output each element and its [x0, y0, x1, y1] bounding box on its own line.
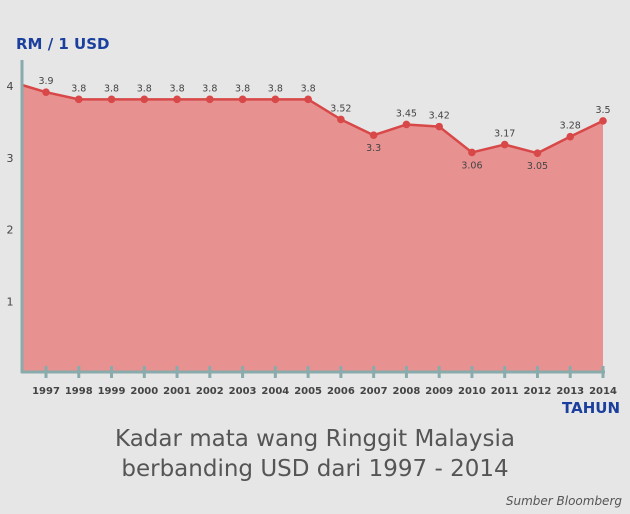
data-label: 3.45	[396, 108, 417, 119]
data-label: 3.8	[137, 83, 152, 94]
data-label: 3.8	[202, 83, 217, 94]
y-axis-title: RM / 1 USD	[16, 35, 110, 53]
data-label: 3.42	[429, 111, 450, 122]
data-point	[271, 95, 280, 104]
x-tick-label: 2008	[392, 386, 420, 397]
x-tick-label: 2005	[294, 386, 322, 397]
data-point	[42, 88, 50, 96]
data-label: 3.8	[235, 83, 250, 94]
y-tick-label: 4	[7, 80, 14, 93]
data-label: 3.06	[461, 160, 482, 171]
data-label: 3.8	[104, 83, 119, 94]
x-tick-label: 1997	[32, 386, 60, 397]
chart-title-line-1: Kadar mata wang Ringgit Malaysia	[115, 426, 515, 452]
data-point	[337, 115, 345, 124]
data-point	[533, 149, 542, 157]
data-point	[435, 122, 443, 131]
data-label: 3.8	[268, 83, 283, 94]
x-tick-label: 2011	[491, 386, 519, 397]
x-tick-label: 2000	[130, 386, 158, 397]
x-tick-label: 2012	[524, 386, 552, 397]
x-tick-label: 2013	[556, 386, 584, 397]
data-point	[173, 95, 181, 104]
data-label: 3.28	[560, 121, 581, 132]
data-label: 3.8	[71, 83, 86, 94]
x-tick-label: 2010	[458, 386, 486, 397]
x-tick-label: 2014	[589, 386, 617, 397]
area-fill	[22, 85, 603, 372]
data-point	[140, 95, 149, 104]
x-tick-label: 2003	[229, 386, 257, 397]
source-note: Sumber Bloomberg	[505, 494, 622, 508]
chart-title-line-2: berbanding USD dari 1997 - 2014	[121, 456, 509, 482]
data-label: 3.8	[301, 83, 316, 94]
y-tick-label: 2	[7, 224, 14, 237]
data-label: 3.9	[38, 76, 53, 87]
data-label: 3.8	[170, 83, 185, 94]
chart-title: Kadar mata wang Ringgit Malaysia berband…	[0, 424, 630, 484]
data-point	[238, 95, 247, 104]
data-point	[500, 140, 509, 149]
x-tick-label: 1999	[98, 386, 126, 397]
y-tick-label: 1	[7, 295, 14, 308]
data-point	[74, 95, 83, 104]
data-label: 3.05	[527, 161, 548, 172]
y-tick-label: 3	[7, 152, 14, 165]
data-label: 3.3	[366, 143, 381, 154]
data-point	[206, 95, 214, 104]
data-point	[599, 117, 607, 125]
x-tick-label: 2009	[425, 386, 453, 397]
data-point	[369, 131, 378, 140]
x-tick-label: 1998	[65, 386, 93, 397]
data-point	[468, 148, 476, 157]
x-tick-label: 2002	[196, 386, 224, 397]
x-tick-label: 2007	[360, 386, 388, 397]
data-label: 3.17	[494, 129, 515, 140]
x-tick-label: 2004	[261, 386, 289, 397]
data-point	[402, 120, 411, 129]
data-point	[304, 95, 312, 104]
x-tick-label: 2001	[163, 386, 191, 397]
data-label: 3.5	[595, 105, 610, 116]
data-point	[566, 132, 575, 141]
x-tick-label: 2006	[327, 386, 355, 397]
data-label: 3.52	[330, 103, 351, 114]
data-point	[107, 95, 116, 104]
x-axis-title: TAHUN	[562, 399, 620, 417]
